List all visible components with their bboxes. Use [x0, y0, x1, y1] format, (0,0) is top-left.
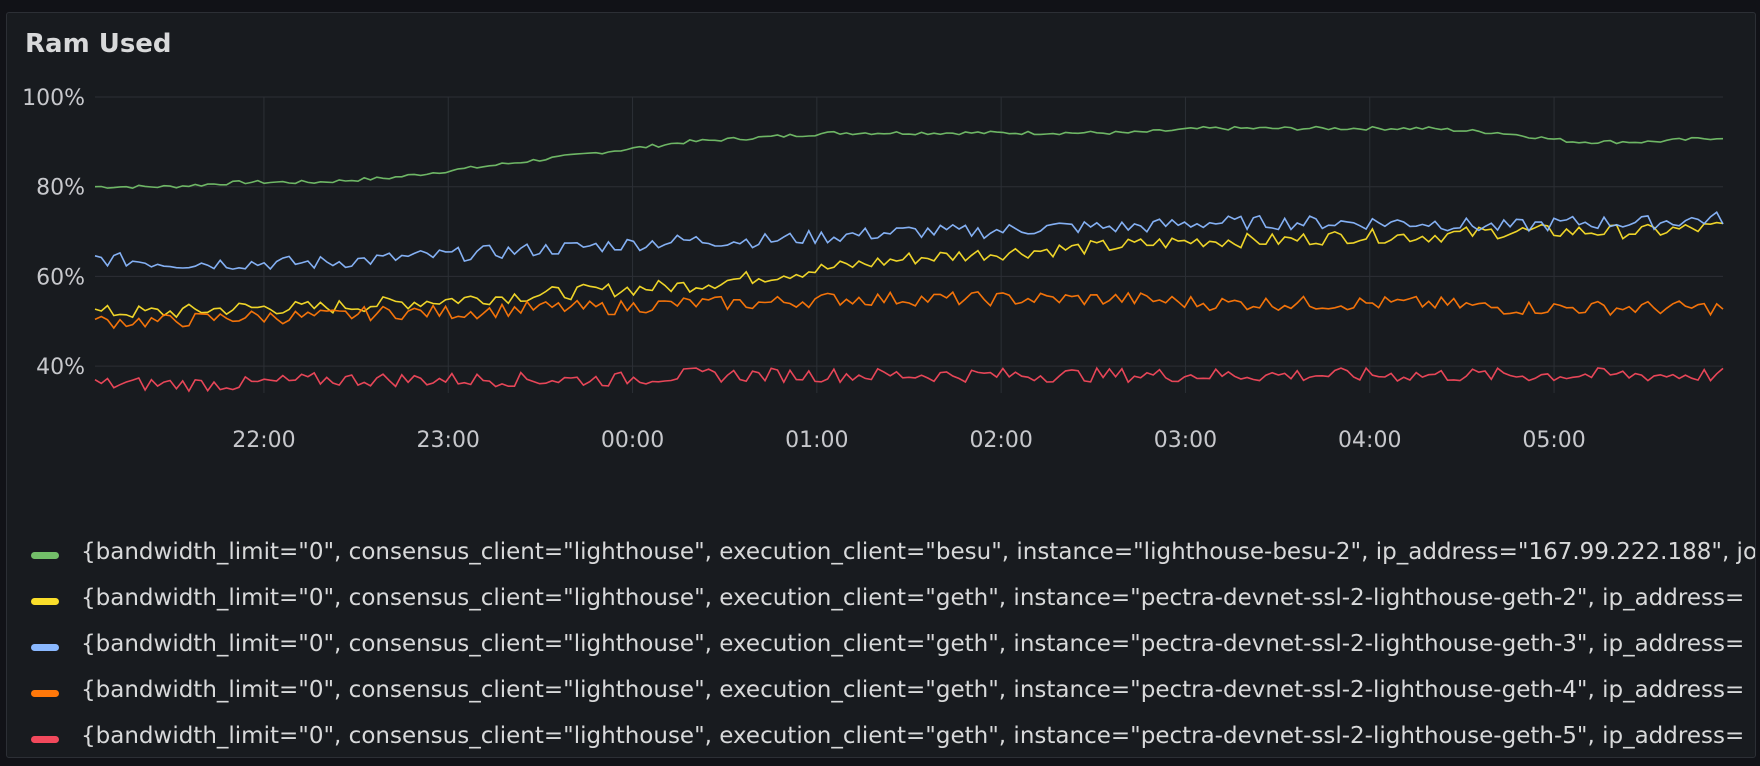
legend-label: {bandwidth_limit="0", consensus_client="…: [81, 539, 1756, 565]
series-layer: [94, 125, 1724, 393]
x-tick-label: 05:00: [1522, 428, 1585, 453]
y-tick-label: 100%: [22, 86, 85, 111]
x-tick-label: 04:00: [1338, 428, 1401, 453]
legend-label: {bandwidth_limit="0", consensus_client="…: [81, 723, 1745, 749]
legend-item[interactable]: {bandwidth_limit="0", consensus_client="…: [31, 581, 1755, 627]
ram-used-chart[interactable]: 40% 60% 80% 100% 22:00 23:00 00:00 01:00 02:00 03…: [7, 13, 1755, 523]
legend-color-swatch: [31, 644, 59, 651]
legend-color-swatch: [31, 552, 59, 559]
x-tick-label: 23:00: [417, 428, 480, 453]
legend-label: {bandwidth_limit="0", consensus_client="…: [81, 631, 1745, 657]
legend-label: {bandwidth_limit="0", consensus_client="…: [81, 585, 1745, 611]
legend-item[interactable]: {bandwidth_limit="0", consensus_client="…: [31, 627, 1755, 673]
legend-color-swatch: [31, 736, 59, 743]
axis-layer: 40% 60% 80% 100% 22:00 23:00 00:00 01:00 02:00 03…: [22, 86, 1586, 453]
y-tick-label: 60%: [36, 265, 85, 290]
x-tick-label: 02:00: [969, 428, 1032, 453]
y-tick-label: 80%: [36, 176, 85, 201]
legend-item[interactable]: {bandwidth_limit="0", consensus_client="…: [31, 673, 1755, 719]
grid-layer: [95, 96, 1723, 393]
y-tick-label: 40%: [36, 355, 85, 380]
series-line[interactable]: [94, 125, 1724, 190]
legend-item[interactable]: {bandwidth_limit="0", consensus_client="…: [31, 719, 1755, 757]
x-tick-label: 01:00: [785, 428, 848, 453]
x-tick-label: 03:00: [1154, 428, 1217, 453]
x-tick-label: 00:00: [601, 428, 664, 453]
legend-item[interactable]: {bandwidth_limit="0", consensus_client="…: [31, 535, 1755, 581]
legend: {bandwidth_limit="0", consensus_client="…: [31, 535, 1755, 757]
legend-label: {bandwidth_limit="0", consensus_client="…: [81, 677, 1745, 703]
panel-title: Ram Used: [25, 29, 172, 59]
series-line[interactable]: [94, 290, 1724, 330]
x-tick-label: 22:00: [232, 428, 295, 453]
legend-color-swatch: [31, 690, 59, 697]
legend-color-swatch: [31, 598, 59, 605]
series-line[interactable]: [94, 366, 1724, 393]
series-line[interactable]: [94, 211, 1724, 271]
ram-used-panel: Ram Used 40% 60% 80% 100% 22:00 23:00 00:00 01:…: [6, 12, 1756, 758]
